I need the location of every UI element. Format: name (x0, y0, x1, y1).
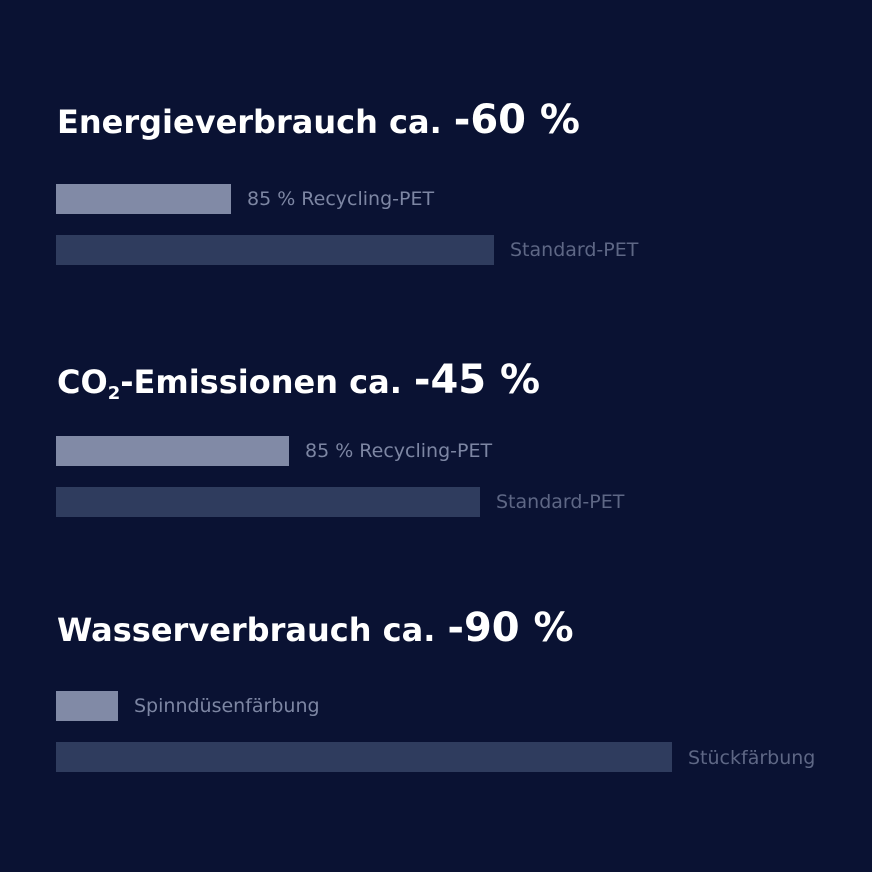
energy-bar-recycling (56, 184, 231, 214)
energy-label-recycling: 85 % Recycling-PET (247, 188, 435, 210)
co2-bar-recycling (56, 436, 289, 466)
energy-label-standard: Standard-PET (510, 239, 639, 261)
co2-subscript: 2 (107, 383, 121, 404)
energy-bar-standard (56, 235, 494, 265)
water-delta: -90 % (447, 605, 574, 651)
water-label-piecedyed: Stückfärbung (688, 747, 816, 769)
water-title: Wasserverbrauch ca. -90 % (57, 605, 574, 651)
water-bar-piecedyed (56, 742, 672, 772)
energy-delta: -60 % (453, 97, 580, 143)
co2-delta: -45 % (413, 357, 541, 403)
co2-label-recycling: 85 % Recycling-PET (305, 440, 493, 462)
co2-bar-standard (56, 487, 480, 517)
water-bar-spinndyed (56, 691, 118, 721)
co2-title: CO2-Emissionen ca. -45 % (57, 357, 541, 404)
energy-title: Energieverbrauch ca. -60 % (57, 97, 580, 143)
water-label-spinndyed: Spinndüsenfärbung (134, 695, 320, 717)
co2-label-standard: Standard-PET (496, 491, 625, 513)
